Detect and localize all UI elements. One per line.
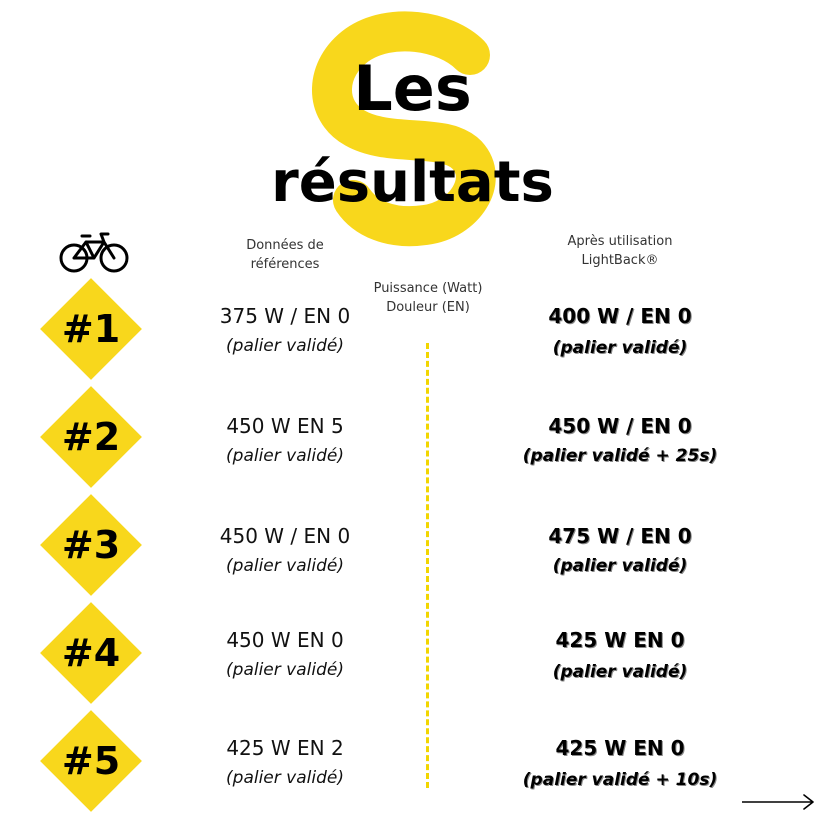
rank-label: #5 xyxy=(61,739,121,783)
header-reference: Données de références xyxy=(215,236,355,274)
bicycle-icon xyxy=(59,232,129,273)
result-row-5: #5 425 W EN 2 (palier validé) 425 W EN 0… xyxy=(0,710,825,818)
rank-badge: #1 xyxy=(40,278,142,380)
after-value: 425 W EN 0 xyxy=(555,628,685,652)
after-value: 450 W / EN 0 xyxy=(548,414,692,438)
rank-label: #3 xyxy=(61,523,121,567)
result-row-3: #3 450 W / EN 0 (palier validé) 475 W / … xyxy=(0,494,825,602)
ref-note: (palier validé) xyxy=(226,446,344,466)
result-row-2: #2 450 W EN 5 (palier validé) 450 W / EN… xyxy=(0,386,825,494)
ref-note: (palier validé) xyxy=(226,556,344,576)
column-divider xyxy=(426,343,429,788)
rank-badge: #5 xyxy=(40,710,142,812)
ref-value: 375 W / EN 0 xyxy=(219,304,351,328)
rank-badge: #3 xyxy=(40,494,142,596)
after-note: (palier validé) xyxy=(552,338,688,358)
header-reference-text: Données de références xyxy=(246,238,324,272)
ref-value: 450 W / EN 0 xyxy=(219,524,351,548)
after-value: 400 W / EN 0 xyxy=(548,304,692,328)
after-note: (palier validé + 10s) xyxy=(522,770,718,790)
ref-value: 450 W EN 5 xyxy=(226,414,344,438)
after-note: (palier validé) xyxy=(552,662,688,682)
page-title-line2: résultats xyxy=(271,150,554,215)
header-after-text: Après utilisation LightBack® xyxy=(567,234,673,268)
arrow-right-icon[interactable] xyxy=(742,793,816,811)
after-note: (palier validé) xyxy=(552,556,688,576)
header-middle: Puissance (Watt) Douleur (EN) xyxy=(353,279,503,317)
rank-badge: #2 xyxy=(40,386,142,488)
result-row-1: #1 375 W / EN 0 (palier validé) 400 W / … xyxy=(0,278,825,386)
ref-value: 425 W EN 2 xyxy=(226,736,344,760)
rank-label: #4 xyxy=(61,631,121,675)
after-note: (palier validé + 25s) xyxy=(522,446,718,466)
result-row-4: #4 450 W EN 0 (palier validé) 425 W EN 0… xyxy=(0,602,825,710)
page-title-line1: Les xyxy=(353,52,472,125)
after-value: 475 W / EN 0 xyxy=(548,524,692,548)
rank-badge: #4 xyxy=(40,602,142,704)
ref-note: (palier validé) xyxy=(226,768,344,788)
header-after: Après utilisation LightBack® xyxy=(550,232,690,270)
ref-note: (palier validé) xyxy=(226,336,344,356)
ref-note: (palier validé) xyxy=(226,660,344,680)
rank-label: #2 xyxy=(61,415,121,459)
header-middle-text: Puissance (Watt) Douleur (EN) xyxy=(373,281,483,315)
rank-label: #1 xyxy=(61,307,121,351)
ref-value: 450 W EN 0 xyxy=(226,628,344,652)
lightback-s-logo xyxy=(312,11,496,247)
after-value: 425 W EN 0 xyxy=(555,736,685,760)
